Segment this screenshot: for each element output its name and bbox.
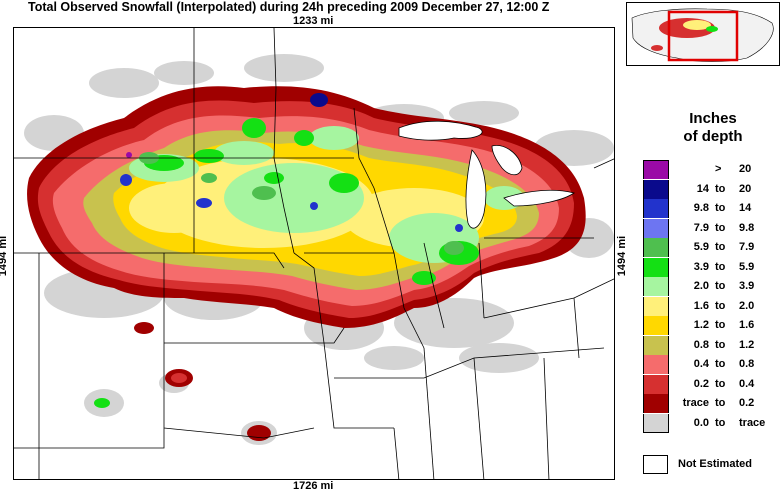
inset-snow-yellow [683,20,711,30]
legend-low-label: 14 [696,182,709,195]
great-lakes [398,120,575,229]
blue-snow-layer [120,174,463,232]
not-estimated-swatch [643,455,668,474]
legend-swatch [643,238,669,257]
legend-swatch [643,335,669,355]
legend-low-label: 9.8 [693,202,709,214]
legend-to-label: to [715,202,726,214]
legend-high-label: trace [739,416,766,429]
locator-inset-svg [631,8,774,63]
legend-high-label: 9.8 [739,221,755,234]
right-height-label: 1494 mi [616,235,629,277]
state-boundaries [14,28,614,479]
legend-high-label: 7.9 [739,241,755,253]
legend-low-label: 0.4 [693,358,709,370]
legend-swatch [643,374,669,394]
legend-swatch [643,199,669,218]
map-title: Total Observed Snowfall (Interpolated) d… [28,0,550,14]
legend-swatch [643,277,669,296]
legend-swatch [643,355,669,374]
legend-low-label: 5.9 [693,241,709,253]
legend-swatch [643,413,669,433]
legend-to-label: to [715,299,726,312]
legend-low-label: trace [682,397,709,409]
legend-high-label: 0.4 [739,377,755,390]
legend-swatch [643,394,669,413]
legend-low-label: 1.6 [693,299,709,312]
snowfall-map[interactable] [13,27,615,480]
legend-swatch [643,296,669,316]
legend-to-label: to [715,416,726,429]
purple-snow-layer [126,152,132,158]
legend-to-label: to [715,221,726,234]
bottom-width-label: 1726 mi [293,480,334,492]
legend-to-label: to [715,260,726,273]
legend-high-label: 1.6 [739,319,755,331]
legend-high-label: 20 [739,182,752,195]
inset-snow-spot [651,45,663,51]
legend-low-label: 0.0 [693,416,709,429]
legend-high-label: 1.2 [739,338,755,351]
legend-to-label: to [715,319,726,331]
legend-high-label: 14 [739,202,752,214]
locator-inset-map[interactable] [626,2,780,66]
legend-title-line1: Inches [689,110,737,127]
legend-high-label: 3.9 [739,280,755,292]
legend-swatch [643,257,669,277]
legend-to-label: to [715,377,726,390]
legend-to-label: to [715,182,726,195]
inset-region-box [667,10,739,62]
legend-to-label: to [715,397,726,409]
legend-low-label: 7.9 [693,221,709,234]
legend-high-label: 0.2 [739,397,755,409]
mid-green-snow-layer [139,152,464,255]
legend-low-label: 0.2 [693,377,709,390]
legend-title-line2: of depth [683,128,743,145]
legend-high-label: 2.0 [739,299,755,312]
legend-low-label: 2.0 [693,280,709,292]
top-width-label: 1233 mi [293,15,334,27]
legend-high-label: 0.8 [739,358,755,370]
not-estimated-label: Not Estimated [678,458,752,470]
legend-title: Inches of depth [646,110,780,146]
legend-swatch [643,160,669,179]
legend-to-label: to [715,358,726,370]
legend-swatch [643,218,669,238]
legend-swatch [643,179,669,199]
inset-snow-green [706,26,718,32]
legend-low-label: 3.9 [693,260,709,273]
legend-low-label: 1.2 [693,319,709,331]
legend-swatch [643,316,669,335]
legend-high-label: 20 [739,163,752,175]
legend-high-label: 5.9 [739,260,755,273]
dark-blue-snow-layer [310,93,328,107]
legend-to-label: to [715,338,726,351]
left-height-label: 1494 mi [0,235,10,277]
legend-to-label: to [715,280,726,292]
snowfall-map-svg [14,28,614,479]
legend-low-label: 0.8 [693,338,709,351]
green-snow-layer [94,118,479,408]
legend-to-label: > [715,163,722,175]
legend-to-label: to [715,241,726,253]
